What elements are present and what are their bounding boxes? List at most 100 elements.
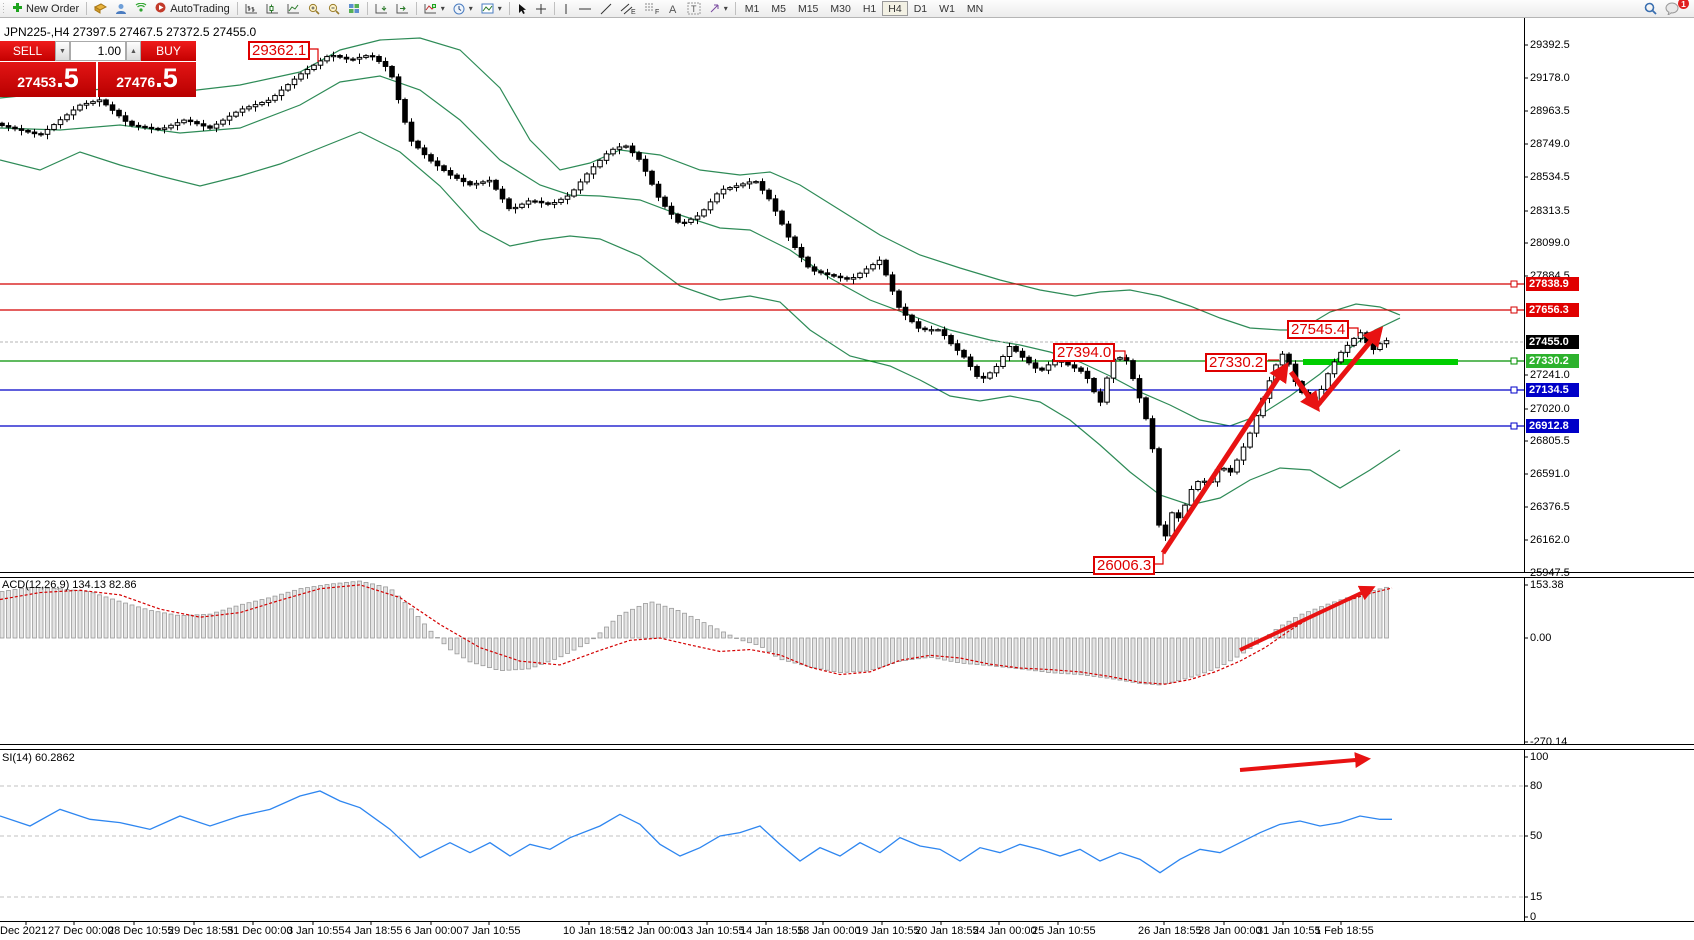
price-axis-label: 28099.0 (1530, 237, 1570, 249)
dropdown-caret: ▾ (723, 4, 728, 13)
price-axis-label: 29178.0 (1530, 72, 1570, 84)
date-label: 26 Jan 18:55 (1138, 925, 1202, 937)
periods-icon[interactable]: ▾ (449, 1, 477, 16)
timeframe-D1[interactable]: D1 (913, 2, 928, 15)
separator (86, 2, 88, 15)
bollinger-bands-layer (0, 37, 1401, 506)
cursor-icon[interactable] (513, 1, 531, 16)
zoom-in-icon[interactable] (304, 1, 324, 16)
timeframe-W1[interactable]: W1 (939, 2, 955, 15)
rsi-axis-label: 80 (1530, 780, 1543, 792)
date-label: 20 Jan 18:55 (915, 925, 979, 937)
chart-annotation-29362.1: 29362.1 (248, 41, 311, 60)
sell-price-frac: .5 (56, 63, 79, 93)
price-axis-label: 28963.5 (1530, 105, 1570, 117)
notification-badge: 1 (1678, 0, 1689, 9)
zoom-out-icon[interactable] (324, 1, 344, 16)
price-axis-label: 29392.5 (1530, 39, 1570, 51)
signals-icon[interactable] (131, 1, 151, 16)
price-tag-27455.0: 27455.0 (1526, 335, 1579, 349)
price-tag-26912.8: 26912.8 (1526, 419, 1579, 433)
timeframe-M1[interactable]: M1 (744, 2, 760, 15)
date-label: 1 Feb 18:55 (1315, 925, 1374, 937)
rsi-layer (0, 785, 1524, 898)
new-order-icon (12, 2, 23, 16)
crosshair-icon[interactable] (531, 1, 551, 16)
axis-ticks-layer (25, 44, 1528, 925)
volume-decrease-button[interactable]: ▼ (55, 41, 70, 61)
fibonacci-icon[interactable]: F (640, 1, 664, 16)
date-label: 24 Jan 00:00 (973, 925, 1037, 937)
svg-text:F: F (655, 9, 659, 15)
text-label-icon[interactable]: T (683, 1, 705, 16)
timeframe-M15[interactable]: M15 (797, 2, 819, 15)
pane-splitter-macd[interactable] (0, 572, 1694, 578)
price-tag-27656.3: 27656.3 (1526, 303, 1579, 317)
indicators-icon[interactable]: ▾ (420, 1, 449, 16)
date-label: Dec 2021 (0, 925, 48, 937)
dropdown-caret: ▾ (468, 4, 473, 13)
new-order-button[interactable]: New Order (8, 1, 83, 16)
date-label: 18 Jan 00:00 (797, 925, 861, 937)
autotrading-button[interactable]: AutoTrading (151, 1, 234, 16)
chart-annotation-27545.4: 27545.4 (1287, 320, 1350, 339)
arrows-tool-icon[interactable]: ▾ (705, 1, 732, 16)
deposit-icon[interactable] (90, 1, 111, 16)
toolbar-grip[interactable] (2, 2, 6, 15)
timeframe-H4[interactable]: H4 (882, 1, 908, 16)
chart-shift-icon[interactable] (392, 1, 413, 16)
timeframe-M30[interactable]: M30 (830, 2, 851, 15)
line-chart-icon[interactable] (283, 1, 304, 16)
volume-input[interactable]: 1.00 (70, 41, 126, 61)
timeframe-M5[interactable]: M5 (771, 2, 786, 15)
auto-scroll-icon[interactable] (371, 1, 392, 16)
separator (734, 2, 736, 15)
date-label: 31 Dec 00:00 (227, 925, 293, 937)
macd-axis-label: -270.14 (1530, 736, 1568, 748)
date-label: 19 Jan 10:55 (856, 925, 920, 937)
vertical-line-icon[interactable] (558, 1, 574, 16)
price-axis-label: 28313.5 (1530, 205, 1570, 217)
horizontal-lines-layer (0, 280, 1524, 430)
volume-increase-button[interactable]: ▲ (126, 41, 141, 61)
price-axis-label: 27020.0 (1530, 403, 1570, 415)
notifications-button[interactable]: 1 (1661, 0, 1689, 16)
bar-chart-icon[interactable] (241, 1, 262, 16)
autotrading-label: AutoTrading (170, 2, 230, 15)
annotation-arrows-layer (305, 48, 1384, 772)
date-label: 13 Jan 10:55 (681, 925, 745, 937)
buy-button[interactable]: BUY (141, 41, 196, 61)
price-axis-label: 28749.0 (1530, 138, 1570, 150)
one-click-trading-panel: SELL ▼ 1.00 ▲ BUY 27453.5 27476.5 (0, 41, 196, 97)
date-label: 28 Jan 00:00 (1198, 925, 1262, 937)
horizontal-line-icon[interactable] (574, 1, 596, 16)
date-label: 14 Jan 18:55 (740, 925, 804, 937)
sell-button[interactable]: SELL (0, 41, 55, 61)
macd-layer (0, 580, 1393, 686)
new-order-label: New Order (26, 2, 80, 15)
autotrading-icon (155, 2, 167, 16)
buy-price[interactable]: 27476.5 (98, 62, 196, 97)
timeframe-MN[interactable]: MN (966, 2, 984, 15)
date-label: 29 Dec 18:55 (168, 925, 234, 937)
buy-price-main: 27476 (116, 74, 156, 90)
price-axis-label: 26591.0 (1530, 468, 1570, 480)
sell-price[interactable]: 27453.5 (0, 62, 96, 97)
equidistant-channel-icon[interactable]: E (616, 1, 640, 16)
trendline-icon[interactable] (596, 1, 616, 16)
templates-icon[interactable]: ▾ (477, 1, 506, 16)
community-icon[interactable] (111, 1, 131, 16)
timeframe-H1[interactable]: H1 (862, 2, 877, 15)
text-icon[interactable]: A (664, 1, 683, 16)
pane-splitter-rsi[interactable] (0, 744, 1694, 750)
tile-windows-icon[interactable] (344, 1, 364, 16)
search-icon[interactable] (1640, 1, 1661, 16)
date-label: 10 Jan 18:55 (563, 925, 627, 937)
timeframe-toolbar: M1 M5 M15 M30 H1 H4 D1 W1 MN (739, 1, 989, 16)
macd-indicator-label: ACD(12,26,9) 134.13 82.86 (2, 579, 137, 591)
price-tag-27330.2: 27330.2 (1526, 354, 1579, 368)
chart-header: JPN225-,H4 27397.5 27467.5 27372.5 27455… (4, 25, 257, 39)
candlestick-chart-icon[interactable] (262, 1, 283, 16)
